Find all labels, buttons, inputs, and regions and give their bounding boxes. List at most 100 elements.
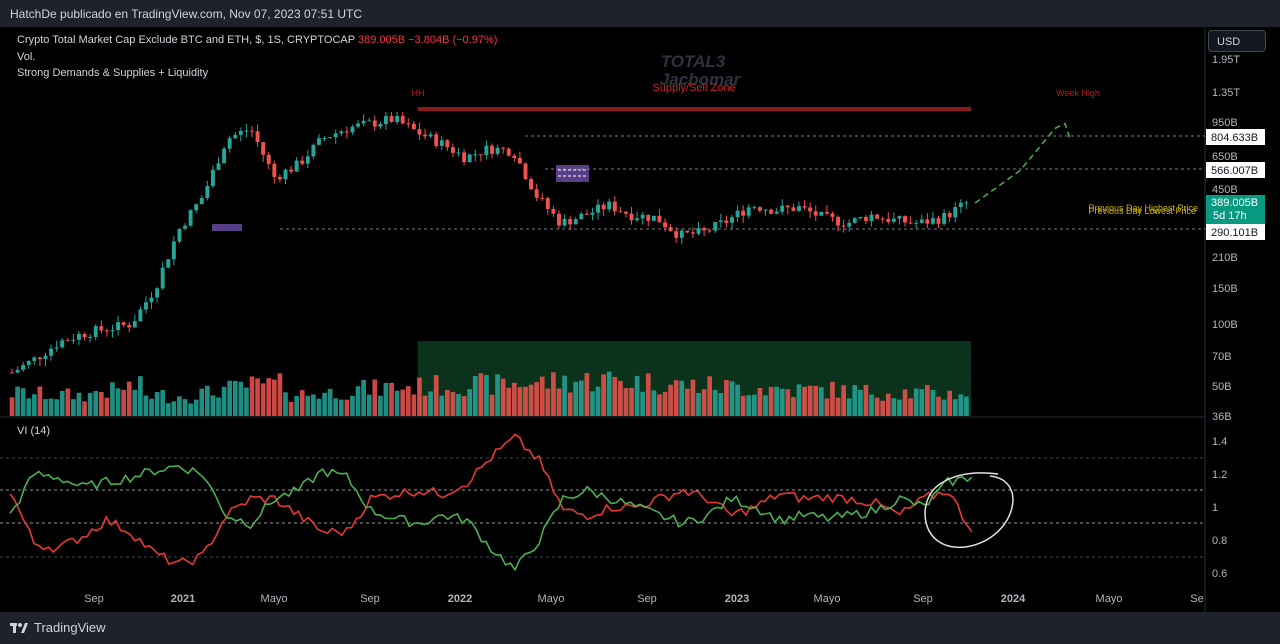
candle [210,169,215,187]
volume-bar [160,390,166,416]
candle [529,179,534,190]
volume-bar [478,373,484,416]
currency-button[interactable]: USD [1208,30,1266,52]
volume-bar [690,379,696,416]
candle [227,138,232,149]
volume-bar [785,389,791,416]
volume-bar [757,388,763,416]
candle [557,213,561,226]
price-tick: 150B [1212,283,1238,295]
candle [780,205,785,212]
volume-bar [523,386,528,416]
volume-bar [824,398,830,416]
candle [930,218,935,224]
candle [741,210,746,216]
candle [545,198,550,209]
volume-bar [294,395,299,416]
candle [864,216,868,221]
volume-bar [110,382,115,416]
volume-bar [472,376,478,416]
time-axis[interactable]: Sep 2021 Mayo Sep 2022 Mayo Sep 2023 Mayo Sep 2024… [84,593,1204,605]
candle [222,148,227,164]
candle [730,217,734,223]
candle [618,211,623,213]
volume-bar [227,380,233,416]
vi-minus-line [9,433,973,566]
volume-bar [595,386,601,416]
volume-bar [193,399,199,416]
candle [450,147,455,153]
candle [99,326,104,331]
candle [847,222,852,227]
price-tick: 450B [1212,184,1238,196]
candle [367,120,372,122]
volume-bar [344,399,350,416]
candle [657,215,662,223]
candle [322,137,327,139]
volume-bar [327,388,333,416]
candle [802,206,807,208]
supply-zone-label: Supply/Sell Zone [652,82,735,94]
vi-title[interactable]: VI (14) [17,425,51,437]
volume-bar [556,388,562,416]
time-tick: Mayo [1096,593,1123,605]
volume-bar [768,387,774,416]
volume-bar [913,388,919,416]
candle [188,210,193,226]
candle [490,145,494,154]
candle [908,222,913,224]
price-label-mid: 566.007B [1211,165,1258,177]
volume-bar [545,388,551,416]
candle [506,148,511,156]
volume-bar [863,384,869,416]
price-axis[interactable]: 1.95T 1.35T 950B 650B 450B 210B 150B 100B 70B 50B… [1212,54,1240,423]
candle [517,158,522,164]
candle [10,372,14,374]
legend-title: Crypto Total Market Cap Exclude BTC and … [17,34,355,46]
volume-bar [534,382,539,416]
volume-bar [277,373,283,416]
chart-area[interactable] [0,27,1280,612]
volume-bar [500,378,506,416]
candle [501,147,506,149]
volume-bar [260,383,266,416]
brand[interactable]: TradingView [10,620,106,635]
candle [841,225,846,227]
time-tick: Sep [84,593,104,605]
volume-bar [885,393,891,416]
candle [584,213,589,215]
volume-bar [908,398,913,416]
legend-line-2[interactable]: Vol. [17,51,36,63]
candle [294,160,299,172]
volume-bar [171,401,177,416]
legend-line-3[interactable]: Strong Demands & Supplies + Liquidity [17,67,209,79]
hand-drawn-circle [924,472,1014,548]
legend-change: −3.804B (−0.97%) [408,34,498,46]
price-tick: 1.35T [1212,87,1240,99]
volume-bar [618,380,623,416]
volume-bar [59,390,65,416]
legend-line-1[interactable]: Crypto Total Market Cap Exclude BTC and … [17,34,497,46]
volume-bar [249,376,255,416]
candle [579,213,584,220]
candle [663,222,667,228]
candle [713,222,718,231]
candle [646,214,651,221]
legend-last: 389.005B [357,34,406,46]
volume-bar [495,374,500,416]
publish-header: HatchDe publicado en TradingView.com, No… [0,0,1280,27]
candle [171,241,176,260]
candle [724,220,729,223]
vi-axis[interactable]: 1.4 1.2 1 0.8 0.6 [1212,436,1227,580]
candle [65,340,70,342]
volume-bars [9,371,969,416]
volume-bar [65,388,71,416]
candle [82,333,87,338]
vi-plus-line [9,465,973,572]
candle [305,156,310,164]
volume-bar [199,388,205,416]
price-tick: 36B [1212,411,1232,423]
volume-bar [132,389,138,416]
volume-bar [467,389,473,416]
